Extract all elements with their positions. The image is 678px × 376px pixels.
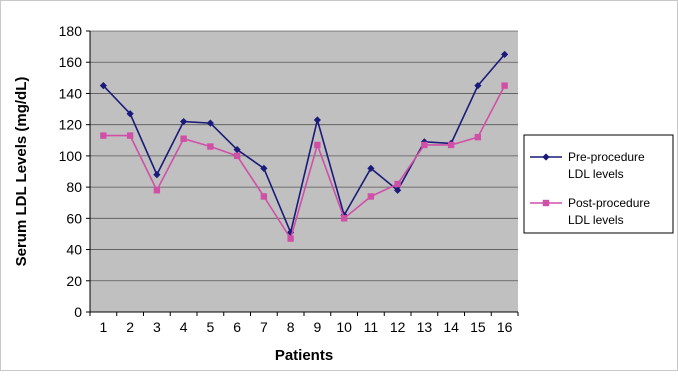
y-tick-label-100: 100 [59, 148, 83, 164]
y-tick-label-180: 180 [59, 23, 83, 39]
legend-label-2-line-2: LDL levels [568, 213, 624, 227]
series-1-point-4 [180, 117, 188, 126]
series-2-point-10 [340, 215, 348, 222]
x-tick-label-3: 3 [153, 319, 161, 335]
gridlines [90, 30, 518, 282]
x-tick-label-7: 7 [260, 319, 268, 335]
series-1-point-15 [474, 82, 482, 90]
legend-swatch-marker-2 [542, 199, 550, 207]
series-2-point-1 [100, 132, 107, 139]
series-2-point-14 [447, 141, 455, 149]
legend-label-1-line-1: Pre-procedure [568, 150, 645, 164]
series-2-point-12 [394, 180, 401, 188]
series-1-point-1 [99, 82, 107, 90]
y-tick-label-160: 160 [59, 54, 83, 70]
series-2-point-3 [153, 187, 161, 194]
series-1-point-6 [233, 146, 241, 154]
series-1-point-12 [394, 186, 402, 194]
x-tick-label-12: 12 [390, 319, 406, 335]
series-2-point-5 [207, 143, 214, 150]
x-tick-label-14: 14 [443, 319, 459, 335]
y-tick-label-0: 0 [74, 304, 82, 320]
series-1-point-9 [313, 116, 321, 124]
series-group [99, 50, 509, 242]
series-2-point-8 [287, 235, 294, 242]
x-tick-label-8: 8 [287, 319, 295, 335]
y-tick-label-60: 60 [66, 210, 82, 226]
x-tick-label-6: 6 [233, 319, 241, 335]
series-2-point-6 [233, 152, 241, 160]
x-tick-label-11: 11 [364, 319, 379, 335]
series-2-point-11 [367, 193, 375, 200]
legend: Pre-procedure LDL levels Post-procedure LDL… [523, 134, 674, 234]
series-2 [100, 82, 508, 242]
y-tick-label-40: 40 [66, 242, 82, 258]
series-2-point-2 [126, 132, 134, 139]
legend-item-1: Pre-procedure LDL levels [530, 150, 645, 181]
x-tick-label-16: 16 [497, 319, 513, 335]
legend-label-1-line-2: LDL levels [568, 167, 624, 181]
y-tick-label-140: 140 [59, 85, 83, 101]
series-2-line [103, 85, 506, 241]
series-2-point-4 [180, 135, 187, 142]
x-tick-label-5: 5 [206, 319, 214, 335]
x-axis-title: Patients [275, 347, 333, 364]
y-tick-label-120: 120 [59, 117, 83, 133]
series-1-point-7 [260, 164, 268, 172]
x-tick-label-10: 10 [336, 319, 352, 335]
series-2-point-16 [501, 82, 508, 89]
series-1-line [102, 53, 506, 235]
x-tick-label-15: 15 [470, 319, 486, 335]
series-1-point-5 [206, 119, 214, 127]
series-1-point-11 [367, 164, 375, 172]
y-tick-label-80: 80 [66, 179, 82, 195]
legend-box [523, 134, 674, 234]
series-2-point-7 [260, 193, 268, 200]
series-1-point-2 [126, 110, 134, 118]
series-2-point-13 [421, 141, 428, 149]
x-tick-label-1: 1 [99, 319, 107, 335]
plot-area [90, 31, 518, 312]
x-tick-label-13: 13 [417, 319, 433, 335]
series-1-point-3 [153, 171, 161, 179]
series-2-point-9 [314, 141, 321, 149]
legend-swatch-marker-1 [542, 153, 550, 161]
x-tick-label-2: 2 [126, 319, 134, 335]
y-axis-title: Serum LDL Levels (mg/dL) [13, 77, 30, 267]
series-1-point-16 [501, 50, 509, 59]
legend-label-2-line-1: Post-procedure [568, 196, 650, 210]
x-tick-label-4: 4 [180, 319, 188, 335]
legend-item-2: Post-procedure LDL levels [530, 196, 650, 227]
y-tick-label-20: 20 [66, 273, 82, 289]
series-2-point-15 [474, 133, 482, 141]
x-tick-label-9: 9 [313, 319, 321, 335]
